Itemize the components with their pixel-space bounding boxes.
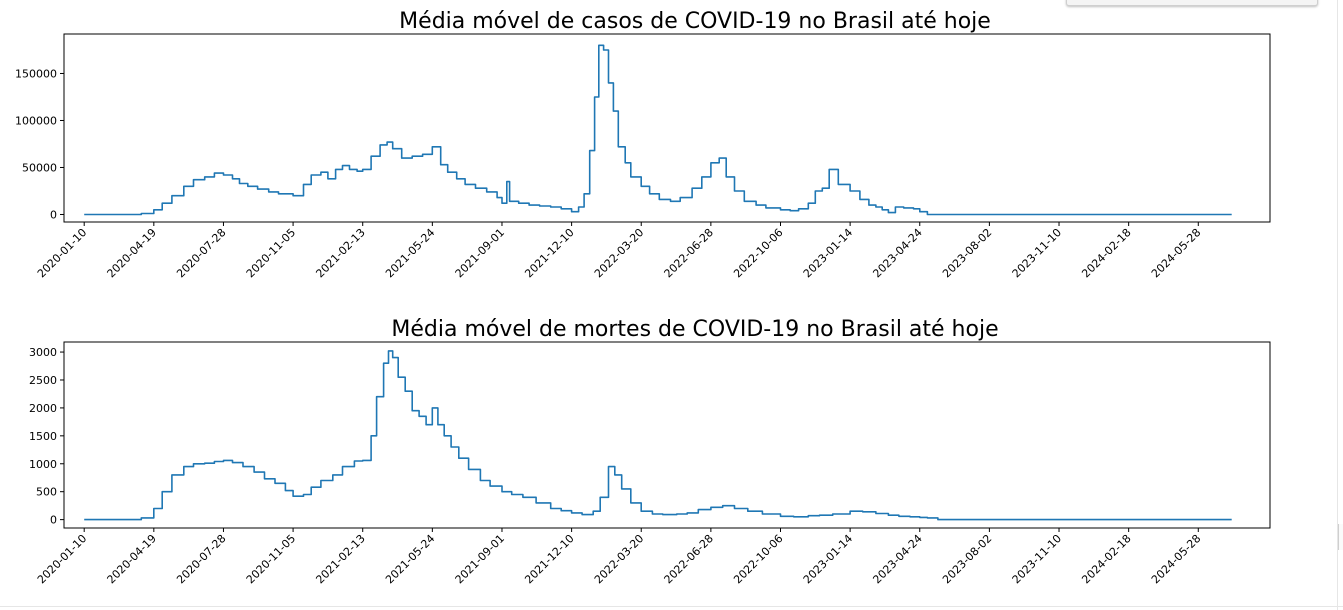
cases-plot-area: 0 50000 100000 150000 2020-01-10 2020-04-19 20… [15,33,1271,280]
deaths-chart: Média móvel de mortes de COVID-19 no Bra… [29,317,1271,586]
deaths-x-tick-label-4: 2021-02-13 [313,532,367,586]
cases-x-tick-label-12: 2023-04-24 [870,226,924,280]
cases-x-tick-label-1: 2020-04-19 [105,226,159,280]
cases-y-tick-label-1: 50000 [22,161,57,174]
deaths-x-tick-label-11: 2023-01-14 [801,532,855,586]
deaths-y-tick-label-1: 500 [36,486,57,499]
cases-x-tick-label-13: 2023-08-02 [940,226,994,280]
cases-x-tick-label-11: 2023-01-14 [801,226,855,280]
cases-x-tick-label-3: 2020-11-05 [244,226,298,280]
deaths-series-line-0 [84,350,1232,521]
cases-x-tick-label-15: 2024-02-18 [1079,226,1133,280]
deaths-y-tick-label-4: 2000 [29,402,57,415]
deaths-x-tick-label-9: 2022-06-28 [662,532,716,586]
deaths-x-tick-label-6: 2021-09-01 [453,532,507,586]
cases-y-tick-label-0: 0 [50,208,57,221]
right-edge-divider [1337,0,1338,610]
deaths-plot-area: 0 500 1000 1500 2000 2500 3000 2020-01-10 2020-0… [29,341,1271,586]
deaths-x-tick-label-2: 2020-07-28 [174,532,228,586]
deaths-y-tick-label-2: 1000 [29,458,57,471]
cases-x-tick-label-0: 2020-01-10 [35,226,89,280]
deaths-x-tick-label-5: 2021-05-24 [383,532,437,586]
deaths-axes-frame [63,341,1271,529]
deaths-x-tick-label-3: 2020-11-05 [244,532,298,586]
cases-x-tick-label-5: 2021-05-24 [383,226,437,280]
deaths-x-tick-label-16: 2024-05-28 [1149,532,1203,586]
deaths-x-tick-label-8: 2022-03-20 [592,532,646,586]
cases-x-tick-label-16: 2024-05-28 [1149,226,1203,280]
deaths-chart-title: Média móvel de mortes de COVID-19 no Bra… [391,317,998,342]
scrollbar-handle[interactable] [1338,524,1343,550]
cases-chart-title: Média móvel de casos de COVID-19 no Bras… [399,9,991,34]
deaths-x-tick-label-15: 2024-02-18 [1079,532,1133,586]
cases-x-tick-label-7: 2021-12-10 [522,226,576,280]
deaths-x-tick-label-1: 2020-04-19 [105,532,159,586]
cases-series-line-0 [84,44,1232,216]
cases-x-tick-label-2: 2020-07-28 [174,226,228,280]
deaths-x-tick-label-10: 2022-10-06 [731,532,785,586]
deaths-x-tick-label-14: 2023-11-10 [1010,532,1064,586]
cases-x-tick-label-4: 2021-02-13 [313,226,367,280]
cases-axes-frame [63,33,1271,223]
cases-y-tick-label-2: 100000 [15,114,57,127]
deaths-x-tick-label-12: 2023-04-24 [870,532,924,586]
toolbar-widget [1066,0,1318,6]
cases-x-tick-label-6: 2021-09-01 [453,226,507,280]
cases-x-tick-label-9: 2022-06-28 [662,226,716,280]
deaths-y-tick-label-6: 3000 [29,346,57,359]
bottom-edge-divider [0,606,1343,607]
deaths-x-tick-label-0: 2020-01-10 [35,532,89,586]
cases-chart: Média móvel de casos de COVID-19 no Bras… [15,9,1271,280]
cases-x-tick-label-10: 2022-10-06 [731,226,785,280]
deaths-x-tick-label-13: 2023-08-02 [940,532,994,586]
deaths-y-tick-label-5: 2500 [29,374,57,387]
cases-y-tick-label-3: 150000 [15,67,57,80]
cases-x-tick-label-14: 2023-11-10 [1010,226,1064,280]
deaths-x-tick-label-7: 2021-12-10 [522,532,576,586]
deaths-y-tick-label-0: 0 [50,514,57,527]
cases-x-tick-label-8: 2022-03-20 [592,226,646,280]
deaths-y-tick-label-3: 1500 [29,430,57,443]
